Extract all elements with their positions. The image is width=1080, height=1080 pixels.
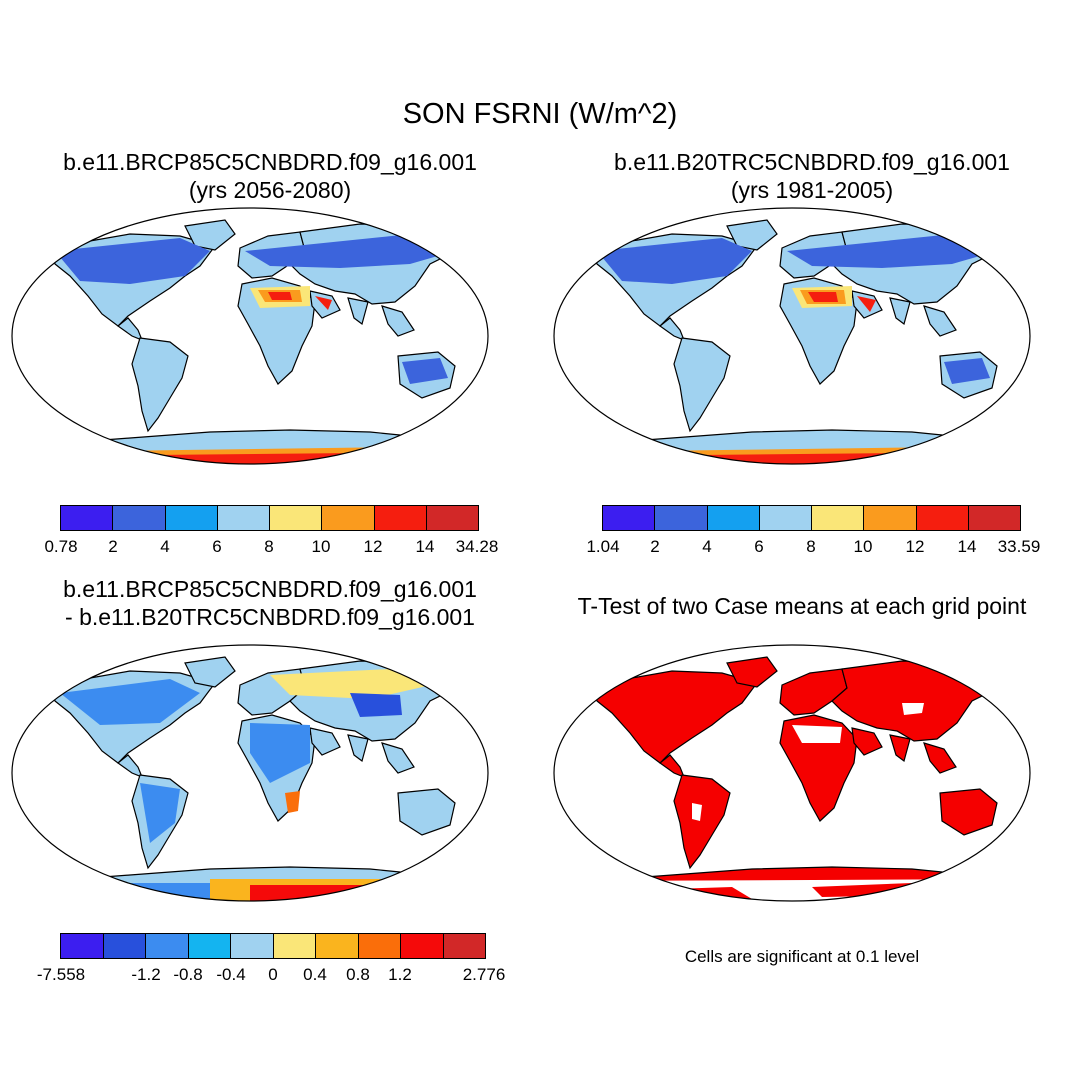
colorbar-tick-label: -0.8 [173,965,203,984]
panel-1-map [11,207,489,465]
colorbar-tick-label: 1.04 [586,537,620,556]
colorbar-tick-label: -1.2 [131,965,161,984]
colorbar-swatch [61,934,104,958]
colorbar-swatch [655,506,708,530]
significance-note: Cells are significant at 0.1 level [684,947,920,966]
colorbar-swatch [273,934,316,958]
panel-3-title-line-1: b.e11.BRCP85C5CNBDRD.f09_g16.001 [63,576,477,602]
colorbar-tick-label: 34.28 [455,537,499,556]
colorbar-tick-label: 14 [957,537,977,556]
colorbar-tick-label: 2 [650,537,660,556]
colorbar-tick-label: 12 [363,537,383,556]
colorbar-swatch [812,506,865,530]
colorbar-swatch [759,506,812,530]
colorbar-tick-label: 12 [905,537,925,556]
colorbar-swatch [217,506,270,530]
colorbar-tick-label: -7.558 [36,965,86,984]
colorbar-tick-label: 2.776 [462,965,506,984]
colorbar-swatch [146,934,189,958]
colorbar-swatch [374,506,427,530]
colorbar-swatch [968,506,1020,530]
panel-2-colorbar [602,505,1021,531]
colorbar-tick-label: 8 [806,537,816,556]
colorbar-swatch [358,934,401,958]
colorbar-tick-label: 4 [702,537,712,556]
colorbar-tick-label: 33.59 [997,537,1041,556]
panel-1-title: b.e11.BRCP85C5CNBDRD.f09_g16.001 (yrs 20… [20,148,520,204]
colorbar-swatch [864,506,917,530]
colorbar-swatch [188,934,231,958]
colorbar-tick-label: 4 [160,537,170,556]
colorbar-tick-label: 1.2 [388,965,412,984]
colorbar-tick-label: 6 [754,537,764,556]
panel-3-title: b.e11.BRCP85C5CNBDRD.f09_g16.001 - b.e11… [20,575,520,631]
colorbar-swatch [603,506,656,530]
colorbar-swatch [270,506,323,530]
panel-3-title-line-2: - b.e11.B20TRC5CNBDRD.f09_g16.001 [65,604,475,630]
colorbar-tick-label: 8 [264,537,274,556]
colorbar-tick-label: 0.8 [346,965,370,984]
panel-3-map [11,644,489,902]
colorbar-tick-label: 10 [311,537,331,556]
figure-title: SON FSRNI (W/m^2) [402,98,678,130]
panel-3-colorbar [60,933,486,959]
colorbar-tick-label: 0.4 [303,965,327,984]
panel-2-title: b.e11.B20TRC5CNBDRD.f09_g16.001 (yrs 198… [562,148,1062,204]
colorbar-swatch [316,934,359,958]
panel-2-title-line-1: b.e11.B20TRC5CNBDRD.f09_g16.001 [614,149,1010,175]
colorbar-tick-label: 10 [853,537,873,556]
colorbar-swatch [322,506,375,530]
colorbar-tick-label: 6 [212,537,222,556]
colorbar-tick-label: 2 [108,537,118,556]
colorbar-swatch [443,934,485,958]
panel-1-colorbar [60,505,479,531]
panel-1-title-line-2: (yrs 2056-2080) [188,177,352,203]
colorbar-tick-label: 14 [415,537,435,556]
colorbar-swatch [113,506,166,530]
colorbar-tick-label: 0.78 [44,537,78,556]
colorbar-swatch [103,934,146,958]
colorbar-swatch [916,506,969,530]
panel-1-title-line-1: b.e11.BRCP85C5CNBDRD.f09_g16.001 [63,149,477,175]
colorbar-tick-label: 0 [268,965,278,984]
colorbar-tick-label: -0.4 [216,965,246,984]
colorbar-swatch [231,934,274,958]
colorbar-swatch [707,506,760,530]
colorbar-swatch [165,506,218,530]
panel-4-title: T-Test of two Case means at each grid po… [577,593,1027,619]
colorbar-swatch [61,506,114,530]
panel-2-title-line-2: (yrs 1981-2005) [730,177,894,203]
panel-2-map [553,207,1031,465]
panel-4-map [553,644,1031,902]
colorbar-swatch [426,506,478,530]
colorbar-swatch [401,934,444,958]
